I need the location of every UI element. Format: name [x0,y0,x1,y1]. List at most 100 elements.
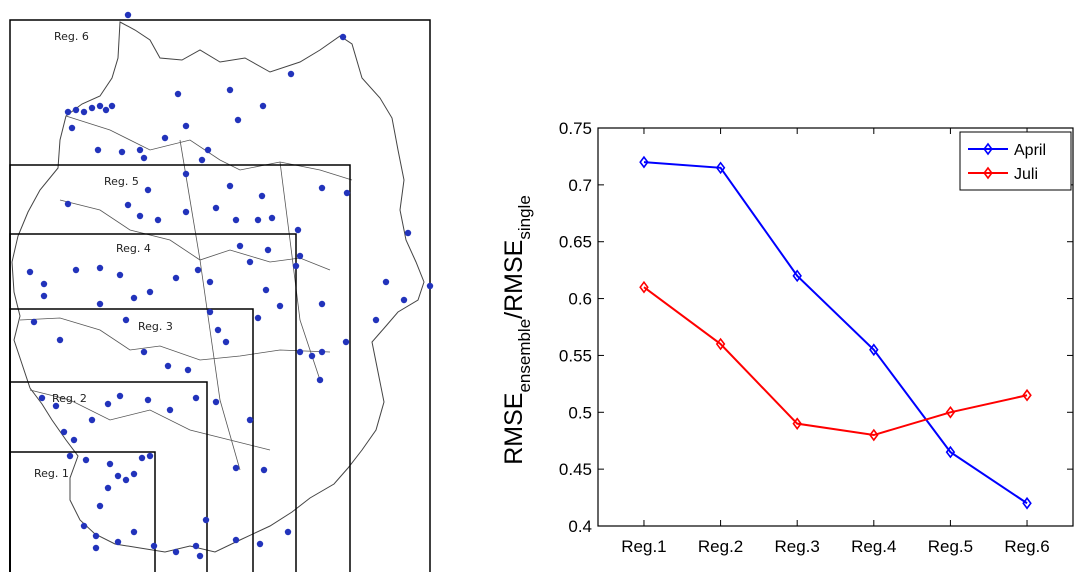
region-label-4: Reg. 4 [116,242,151,255]
region-label-5: Reg. 5 [104,175,139,188]
station-dot [214,326,222,334]
station-dot [234,116,242,124]
station-dot [40,280,48,288]
station-dot [96,102,104,110]
region-box-1 [9,451,156,572]
station-dot [184,366,192,374]
station-dot [56,336,64,344]
station-dot [259,102,267,110]
data-point-april [715,161,726,175]
station-dot [64,108,72,116]
data-point-april [869,343,879,357]
legend-label-april: April [1014,142,1046,159]
station-dot [206,278,214,286]
region-label-2: Reg. 2 [52,392,87,405]
data-point-juli [715,337,726,351]
station-dot [254,216,262,224]
chart-axes [597,127,1074,527]
station-dot [212,204,220,212]
station-dot [82,456,90,464]
data-point-juli [639,280,649,294]
station-dot [232,216,240,224]
station-dot [202,516,210,524]
station-dot [296,252,304,260]
station-map: Reg. 6 Reg. 5 Reg. 4 Reg. 3 Reg. 2 Reg. … [9,11,434,572]
station-dot [52,402,60,410]
region-boxes [9,19,431,572]
station-dot [342,338,350,346]
station-dot [284,528,292,536]
x-tick-label: Reg.2 [698,537,743,556]
station-dot [172,548,180,556]
station-dot [318,348,326,356]
station-dot [150,542,158,550]
y-axis-ticks: 0.4 0.45 0.5 0.55 0.6 0.65 0.7 0.75 [559,119,1073,536]
series-layer [639,155,1032,510]
station-dot [232,536,240,544]
station-dot [88,416,96,424]
station-dot [88,104,96,112]
station-dot [114,472,122,480]
station-dot [222,338,230,346]
station-dot [232,464,240,472]
station-dot [192,394,200,402]
station-dot [70,436,78,444]
station-dot [316,376,324,384]
station-dot [136,146,144,154]
station-dot [246,258,254,266]
station-dot [122,476,130,484]
y-tick-label: 0.5 [568,403,592,422]
plot-frame [597,127,1074,527]
station-dot [182,208,190,216]
germany-outline [11,21,425,553]
station-dot [198,156,206,164]
legend-box [959,131,1072,191]
station-dot [296,348,304,356]
legend-label-juli: Juli [1014,166,1038,183]
station-dot [426,282,434,290]
station-dot [182,170,190,178]
data-point-juli [869,428,879,442]
data-point-juli [792,417,802,430]
station-dot [166,406,174,414]
station-dot [382,278,390,286]
station-dot [144,396,152,404]
x-axis-ticks: Reg.1 Reg.2 Reg.3 Reg.4 Reg.5 Reg.6 [621,128,1050,556]
station-dot [204,146,212,154]
station-dot [318,184,326,192]
station-dot [136,212,144,220]
x-tick-label: Reg.5 [928,537,973,556]
y-tick-label: 0.7 [568,176,592,195]
y-axis-label: RMSEensemble/RMSEsingle [500,195,534,465]
station-dot [80,522,88,530]
station-dot [226,182,234,190]
station-dot [372,316,380,324]
station-dot [66,452,74,460]
station-dot [154,216,162,224]
y-tick-label: 0.6 [568,290,592,309]
station-dot [104,484,112,492]
station-dot [400,296,408,304]
station-dot [68,124,76,132]
station-dot [26,268,34,276]
x-tick-label: Reg.6 [1004,537,1049,556]
station-dot [276,302,284,310]
region-box-6 [9,19,431,572]
station-dot [339,33,347,41]
station-dot [146,288,154,296]
y-tick-label: 0.75 [559,119,592,138]
station-dot [102,106,110,114]
station-dot [138,454,146,462]
line-chart: 0.40.450.50.550.60.650.70.75 Reg.1 Reg.2 R… [500,119,1074,556]
station-dot [262,286,270,294]
station-dot [164,362,172,370]
station-dot [130,294,138,302]
station-dot [174,90,182,98]
station-dot [182,122,190,130]
station-dot [116,271,124,279]
station-dot [124,201,132,209]
station-dot [118,148,126,156]
data-point-juli [1022,388,1032,402]
series-line-april [643,161,1028,505]
station-dot [268,214,276,222]
